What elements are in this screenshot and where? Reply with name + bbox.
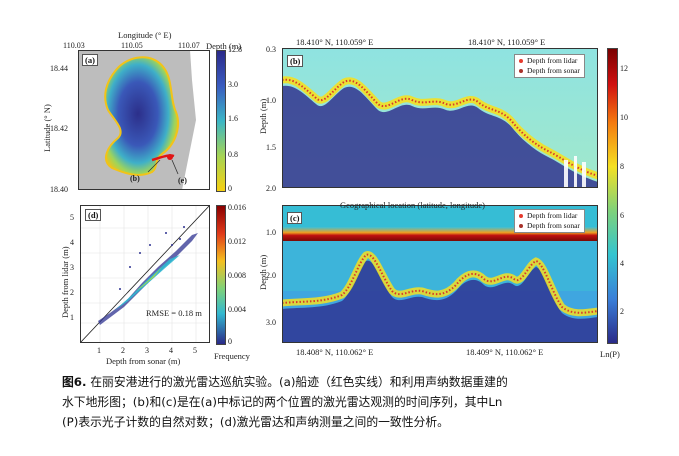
panel-b-y-tick: 1.0 — [266, 96, 276, 105]
caption-line-2: 水下地形图；(b)和(c)是在(a)中标记的两个位置的激光雷达观测的时间序列，其… — [62, 395, 503, 409]
panel-a-top-axis-label: Longitude (° E) — [118, 30, 172, 40]
caption-label: 图6. — [62, 375, 87, 389]
panel-d-y-tick: 3 — [70, 263, 74, 272]
lnp-colorbar-tick: 4 — [620, 259, 624, 268]
panel-d-colorbar-tick: 0 — [228, 337, 232, 346]
panel-c-y-tick: 2.0 — [266, 271, 276, 280]
panel-a-tag: (a) — [82, 54, 98, 66]
panel-a-colorbar-tick: 12.8 — [228, 45, 242, 54]
lnp-colorbar-tick: 6 — [620, 211, 624, 220]
panel-d-colorbar-tick: 0.004 — [228, 305, 246, 314]
legend-sonar-label: Depth from sonar — [527, 221, 580, 230]
figure-caption: 图6. 在丽安港进行的激光雷达巡航实验。(a)船迹（红色实线）和利用声纳数据重建… — [62, 372, 662, 432]
panel-c-y-tick: 1.0 — [266, 228, 276, 237]
panel-c-bottom-left-coord: 18.408° N, 110.062° E — [296, 347, 374, 357]
panel-b-y-tick: 1.5 — [266, 143, 276, 152]
panel-d-x-tick: 3 — [145, 346, 149, 355]
panel-b-y-tick: 2.0 — [266, 184, 276, 193]
bathymetry-surface — [104, 56, 180, 176]
panel-a-left-tick: 18.44 — [50, 64, 68, 73]
panel-c-tag: (c) — [287, 212, 303, 224]
panel-a-map — [78, 50, 210, 190]
panel-d-x-tick: 1 — [97, 346, 101, 355]
panel-b-tag: (b) — [287, 55, 304, 67]
lnp-colorbar — [607, 48, 618, 344]
panel-c-bottom-right-coord: 18.409° N, 110.062° E — [466, 347, 544, 357]
legend-lidar-marker — [519, 59, 523, 64]
panel-d-y-tick: 4 — [70, 238, 74, 247]
panel-d-x-tick: 4 — [169, 346, 173, 355]
panel-d-y-axis-label: Depth from lidar (m) — [60, 246, 70, 318]
panel-a-colorbar-tick: 0.8 — [228, 150, 238, 159]
panel-d-tag: (d) — [85, 209, 102, 221]
legend-lidar-marker — [519, 214, 523, 219]
panel-d-colorbar-tick: 0.012 — [228, 237, 246, 246]
panel-c-lidar-depth-line — [282, 253, 598, 314]
panel-d-colorbar-label: Frequency — [214, 351, 250, 361]
panel-b-top-left-coord: 18.410° N, 110.059° E — [296, 37, 374, 47]
panel-a-left-tick: 18.42 — [50, 124, 68, 133]
panel-a-top-tick: 110.07 — [178, 41, 200, 50]
lnp-colorbar-tick: 8 — [620, 162, 624, 171]
panel-c-legend: Depth from lidar Depth from sonar — [514, 209, 585, 233]
panel-a-colorbar-tick: 1.6 — [228, 114, 238, 123]
panel-a-colorbar-title: Depth (m) — [206, 41, 242, 51]
panel-d-y-tick: 5 — [70, 213, 74, 222]
marker-e-label: (e) — [178, 176, 187, 185]
panel-a-colorbar — [216, 50, 226, 192]
legend-lidar-label: Depth from lidar — [527, 211, 578, 220]
legend-lidar-label: Depth from lidar — [527, 56, 578, 65]
panel-d-x-axis-label: Depth from sonar (m) — [106, 356, 181, 366]
caption-line-3: (P)表示光子计数的自然对数；(d)激光雷达和声纳测量之间的一致性分析。 — [62, 415, 449, 429]
lnp-colorbar-tick: 10 — [620, 113, 628, 122]
panel-d-scatter-plot — [80, 205, 210, 343]
panel-d-colorbar — [216, 205, 226, 345]
panel-c-x-axis-label: Geographical location (latitude, longitu… — [340, 200, 485, 210]
panel-b-bottom-return — [282, 85, 598, 188]
open-sea-area — [182, 50, 210, 190]
panel-c-bottom-return — [282, 260, 598, 343]
panel-a-colorbar-tick: 0 — [228, 184, 232, 193]
panel-d-colorbar-tick: 0.016 — [228, 203, 246, 212]
panel-d-y-tick: 2 — [70, 288, 74, 297]
legend-sonar-marker — [519, 69, 523, 74]
panel-c-y-tick: 3.0 — [266, 318, 276, 327]
panel-d-x-tick: 5 — [193, 346, 197, 355]
panel-d-y-tick: 1 — [70, 313, 74, 322]
panel-d-x-tick: 2 — [121, 346, 125, 355]
legend-sonar-label: Depth from sonar — [527, 66, 580, 75]
panel-a-colorbar-tick: 3.0 — [228, 80, 238, 89]
panel-b-top-right-coord: 18.410° N, 110.059° E — [468, 37, 546, 47]
ship-track-marker — [167, 154, 173, 160]
panel-d-rmse: RMSE = 0.18 m — [146, 308, 202, 318]
panel-a-top-tick: 110.05 — [121, 41, 143, 50]
panel-d-colorbar-tick: 0.008 — [228, 271, 246, 280]
panel-b-legend: Depth from lidar Depth from sonar — [514, 54, 585, 78]
lnp-colorbar-tick: 2 — [620, 307, 624, 316]
caption-line-1: 在丽安港进行的激光雷达巡航实验。(a)船迹（红色实线）和利用声纳数据重建的 — [86, 375, 508, 389]
panel-b-y-tick: 0.3 — [266, 45, 276, 54]
panel-a-left-tick: 18.40 — [50, 185, 68, 194]
lnp-colorbar-label: Ln(P) — [600, 349, 620, 359]
marker-b-label: (b) — [130, 174, 140, 183]
lnp-colorbar-tick: 12 — [620, 64, 628, 73]
panel-a-top-tick: 110.03 — [63, 41, 85, 50]
legend-sonar-marker — [519, 224, 523, 229]
